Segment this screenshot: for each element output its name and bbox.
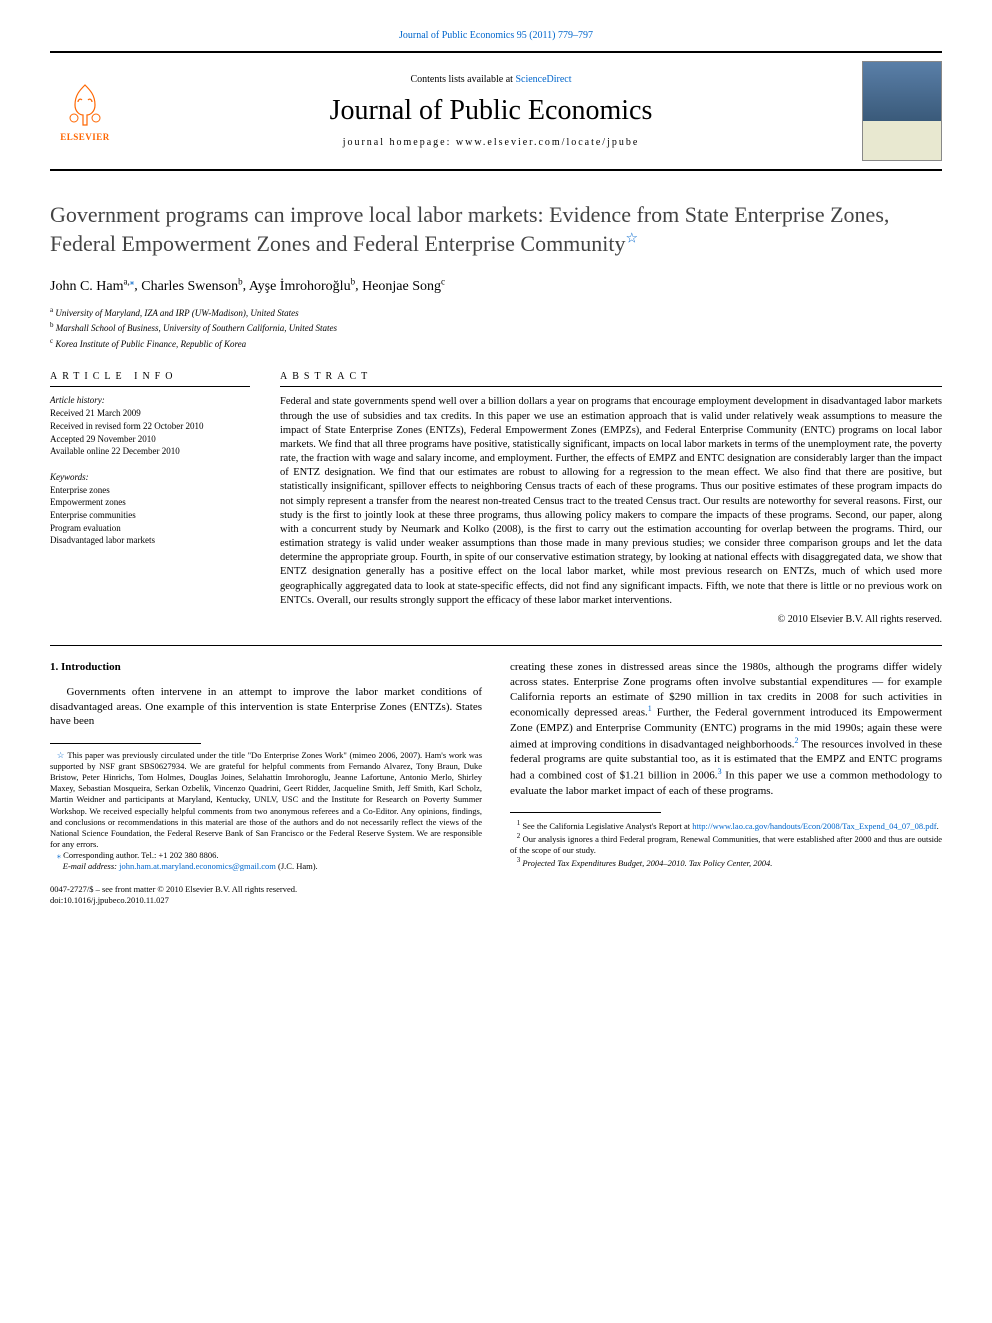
footnote-number: 1 (517, 819, 521, 827)
footnote-text: Corresponding author. Tel.: +1 202 380 8… (63, 850, 218, 860)
journal-homepage[interactable]: journal homepage: www.elsevier.com/locat… (130, 137, 852, 148)
email-name: (J.C. Ham). (278, 861, 318, 871)
article-info-heading: ARTICLE INFO (50, 371, 250, 387)
aff-sup: c (50, 337, 53, 345)
author-2: Charles Swensonb (141, 279, 242, 294)
footnote-rule (510, 812, 661, 813)
abstract-copyright: © 2010 Elsevier B.V. All rights reserved… (280, 614, 942, 625)
footnote-text: This paper was previously circulated und… (50, 750, 482, 848)
footnote-text: . (937, 821, 939, 831)
section-divider (50, 645, 942, 646)
email-link[interactable]: john.ham.at.maryland.economics@gmail.com (119, 861, 276, 871)
elsevier-tree-icon (60, 80, 110, 130)
aff-text: Marshall School of Business, University … (56, 323, 337, 333)
contents-prefix: Contents lists available at (410, 74, 515, 85)
author-name: Heonjae Song (362, 279, 441, 294)
footnote-star: ☆ This paper was previously circulated u… (50, 750, 482, 849)
elsevier-logo-text: ELSEVIER (60, 132, 110, 142)
header-center: Contents lists available at ScienceDirec… (120, 74, 862, 148)
footnote-email: E-mail address: john.ham.at.maryland.eco… (50, 861, 482, 872)
author-name: Ayşe İmrohoroğlu (249, 279, 351, 294)
keyword-item: Program evaluation (50, 522, 250, 535)
footnote-text: Projected Tax Expenditures Budget, 2004–… (522, 858, 772, 868)
journal-name: Journal of Public Economics (130, 95, 852, 127)
authors-line: John C. Hama,⁎, Charles Swensonb, Ayşe İ… (50, 276, 942, 295)
footnote-number: 3 (517, 856, 521, 864)
corresponding-star-icon[interactable]: ⁎ (130, 276, 135, 286)
history-item: Accepted 29 November 2010 (50, 433, 250, 446)
author-name: Charles Swenson (141, 279, 238, 294)
para-text: Governments often intervene in an attemp… (50, 686, 482, 728)
author-3: Ayşe İmrohoroğlub (249, 279, 355, 294)
page-container: Journal of Public Economics 95 (2011) 77… (0, 0, 992, 1323)
history-label: Article history: (50, 395, 250, 405)
author-name: John C. Ham (50, 279, 124, 294)
abstract-heading: ABSTRACT (280, 371, 942, 387)
abstract-column: ABSTRACT Federal and state governments s… (280, 371, 942, 625)
body-paragraph: creating these zones in distressed areas… (510, 660, 942, 799)
keyword-item: Disadvantaged labor markets (50, 534, 250, 547)
email-label: E-mail address: (63, 861, 117, 871)
title-footnote-star-icon[interactable]: ☆ (626, 231, 639, 246)
author-aff-sup: b (351, 276, 356, 286)
keyword-item: Enterprise zones (50, 484, 250, 497)
section-number: 1. (50, 661, 58, 673)
contents-available: Contents lists available at ScienceDirec… (130, 74, 852, 85)
section-heading: 1. Introduction (50, 660, 482, 675)
body-paragraph: Governments often intervene in an attemp… (50, 685, 482, 730)
keyword-item: Enterprise communities (50, 509, 250, 522)
article-title: Government programs can improve local la… (50, 201, 942, 258)
abstract-text: Federal and state governments spend well… (280, 395, 942, 608)
star-icon: ☆ (57, 750, 65, 760)
article-info-column: ARTICLE INFO Article history: Received 2… (50, 371, 250, 625)
footnote-text: See the California Legislative Analyst's… (522, 821, 692, 831)
aff-sup: a (50, 306, 53, 314)
journal-cover-thumbnail[interactable] (862, 61, 942, 161)
corr-star-icon: ⁎ (57, 850, 61, 860)
history-item: Available online 22 December 2010 (50, 445, 250, 458)
keywords-label: Keywords: (50, 472, 250, 482)
sciencedirect-link[interactable]: ScienceDirect (515, 74, 571, 85)
footnote-link[interactable]: http://www.lao.ca.gov/handouts/Econ/2008… (692, 821, 936, 831)
aff-text: University of Maryland, IZA and IRP (UW-… (55, 308, 298, 318)
author-aff-sup: b (238, 276, 243, 286)
affiliation-row: a University of Maryland, IZA and IRP (U… (50, 305, 942, 321)
footnote-rule (50, 743, 201, 744)
keywords-list: Enterprise zones Empowerment zones Enter… (50, 484, 250, 547)
footnote-3: 3 Projected Tax Expenditures Budget, 200… (510, 856, 942, 869)
info-abstract-row: ARTICLE INFO Article history: Received 2… (50, 371, 942, 625)
footnote-number: 2 (517, 832, 521, 840)
doi-block: 0047-2727/$ – see front matter © 2010 El… (50, 884, 482, 906)
history-item: Received in revised form 22 October 2010 (50, 420, 250, 433)
keyword-item: Empowerment zones (50, 496, 250, 509)
section-title: Introduction (61, 661, 121, 673)
doi-text[interactable]: doi:10.1016/j.jpubeco.2010.11.027 (50, 895, 482, 906)
affiliation-row: b Marshall School of Business, Universit… (50, 320, 942, 336)
body-two-column: 1. Introduction Governments often interv… (50, 660, 942, 906)
affiliations: a University of Maryland, IZA and IRP (U… (50, 305, 942, 352)
journal-header: ELSEVIER Contents lists available at Sci… (50, 53, 942, 171)
affiliation-row: c Korea Institute of Public Finance, Rep… (50, 336, 942, 352)
history-list: Received 21 March 2009 Received in revis… (50, 407, 250, 457)
elsevier-logo[interactable]: ELSEVIER (50, 71, 120, 151)
footnote-2: 2 Our analysis ignores a third Federal p… (510, 832, 942, 856)
top-journal-reference[interactable]: Journal of Public Economics 95 (2011) 77… (50, 30, 942, 53)
history-item: Received 21 March 2009 (50, 407, 250, 420)
footnote-1: 1 See the California Legislative Analyst… (510, 819, 942, 832)
author-aff-sup: c (441, 276, 445, 286)
author-1: John C. Hama,⁎ (50, 279, 134, 294)
footnote-text: Our analysis ignores a third Federal pro… (510, 834, 942, 855)
article-title-text: Government programs can improve local la… (50, 202, 889, 256)
aff-text: Korea Institute of Public Finance, Repub… (55, 339, 246, 349)
author-4: Heonjae Songc (362, 279, 445, 294)
aff-sup: b (50, 321, 54, 329)
front-matter-text: 0047-2727/$ – see front matter © 2010 El… (50, 884, 482, 895)
footnote-corresponding: ⁎ Corresponding author. Tel.: +1 202 380… (50, 850, 482, 861)
